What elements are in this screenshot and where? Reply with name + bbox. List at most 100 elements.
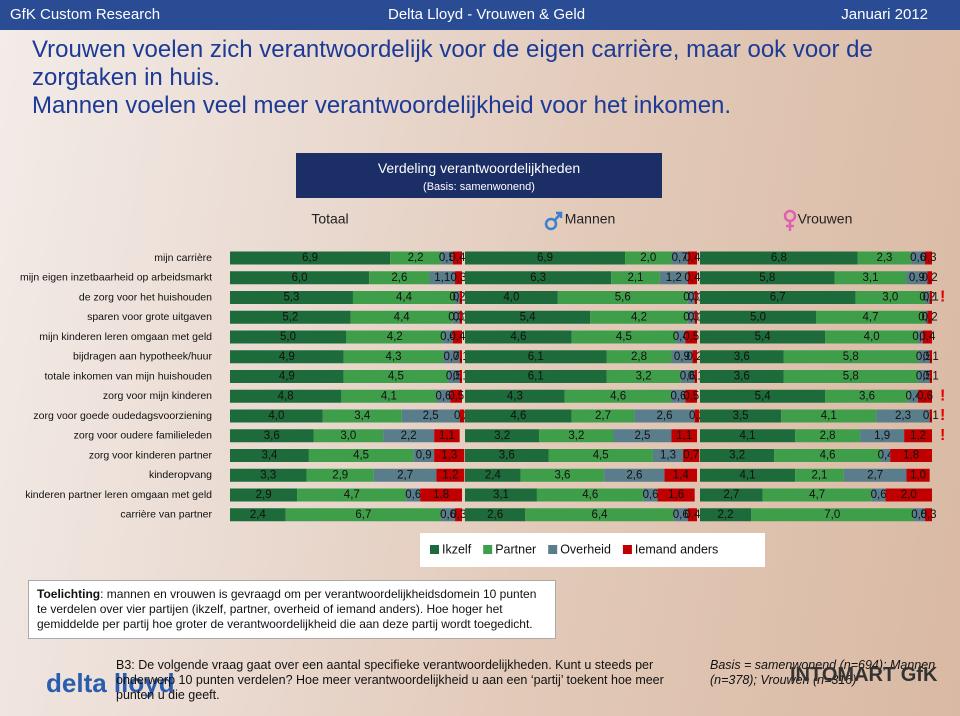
bar-segment [571, 409, 635, 423]
bar-segment [671, 389, 686, 403]
category-label: carrière van partner [120, 509, 212, 521]
value-label: 1,2 [666, 272, 682, 284]
bar-segment [230, 271, 370, 285]
value-label: 0,5 [911, 509, 927, 521]
bar-segment [230, 488, 298, 502]
value-label: 2,8 [631, 351, 647, 363]
bar-segment [925, 310, 928, 324]
bar-segment [908, 389, 919, 403]
value-label: 0,4 [440, 331, 457, 343]
legend-swatch [548, 545, 558, 554]
bar-segment [816, 310, 926, 324]
bar-segment [459, 310, 462, 324]
bar-segment [890, 449, 932, 462]
bar-segment [687, 291, 695, 304]
bar-segment [313, 429, 384, 443]
bar-segment [564, 389, 672, 403]
value-label: 0,5 [683, 390, 699, 402]
value-label: 1,2 [442, 469, 458, 481]
bar-segment [843, 468, 907, 482]
value-label: 1,8 [433, 489, 449, 501]
value-label: 4,7 [344, 489, 360, 501]
value-label: 2,8 [820, 430, 836, 442]
bar-segment [343, 350, 444, 364]
bar-segment [441, 251, 453, 265]
value-label: 1,9 [874, 430, 890, 442]
bar-segment [465, 350, 607, 364]
bar-segment [687, 251, 697, 265]
value-label: 0,6 [910, 252, 926, 264]
bar-segment [922, 330, 932, 344]
value-label: 5,0 [750, 311, 766, 323]
bar-segment [652, 449, 684, 462]
bar-segment [929, 350, 932, 364]
bar-segment [857, 251, 912, 265]
value-label: 0,3 [451, 272, 467, 284]
bar-segment [925, 291, 930, 304]
value-label: 5,4 [755, 331, 772, 343]
bar-segment [700, 449, 775, 462]
value-label: 2,2 [408, 252, 424, 264]
bar-segment [783, 350, 919, 364]
bar-segment [687, 310, 695, 324]
bar-segment [700, 468, 796, 482]
bar-segment [700, 271, 835, 285]
bar-segment [700, 291, 856, 304]
bar-segment [700, 508, 752, 522]
value-label: 5,0 [280, 331, 296, 343]
value-label: 1,6 [668, 489, 684, 501]
bar-segment [694, 409, 700, 423]
note-box: Toelichting: mannen en vrouwen is gevraa… [28, 580, 556, 639]
bar-segment [929, 409, 932, 423]
headline-line: Vrouwen voelen zich verantwoordelijk voo… [32, 36, 873, 91]
value-label: 3,5 [733, 410, 749, 422]
bar-segment [604, 468, 665, 482]
bar-segment [687, 508, 697, 522]
bar-segment [322, 409, 402, 423]
value-label: 4,8 [278, 390, 294, 402]
value-label: 2,7 [595, 410, 611, 422]
value-label: 4,0 [268, 410, 284, 422]
basis-text: Basis = samenwonend (n=694); Mannen (n=3… [710, 658, 936, 687]
category-label: zorg voor goede oudedagsvoorziening [33, 410, 212, 422]
bar-segment [673, 508, 688, 522]
bar-segment [465, 429, 540, 443]
value-label: 5,2 [282, 311, 298, 323]
value-label: 4,7 [863, 311, 879, 323]
bar-segment [825, 330, 919, 344]
bar-segment [341, 389, 437, 403]
value-label: 4,6 [610, 390, 626, 402]
bar-segment [230, 330, 346, 344]
value-label: 0,4 [684, 252, 701, 264]
bar-segment [751, 508, 914, 522]
bar-segment [230, 370, 344, 383]
bar-segment [520, 468, 605, 482]
value-label: 6,0 [292, 272, 308, 284]
bar-segment [700, 330, 826, 344]
bar-segment [927, 271, 932, 285]
bar-segment [700, 389, 826, 403]
value-label: 0,7 [672, 252, 688, 264]
bar-segment [918, 350, 930, 364]
value-label: 0,5 [439, 252, 455, 264]
value-label: 1,1 [676, 430, 692, 442]
bar-segment [352, 291, 456, 304]
value-label: 0,4 [673, 331, 690, 343]
legend-swatch [430, 545, 439, 554]
value-label: 4,1 [821, 410, 837, 422]
value-label: 2,6 [626, 469, 642, 481]
value-label: 6,9 [537, 252, 553, 264]
value-label: 0,1 [453, 371, 469, 383]
bar-segment [590, 310, 688, 324]
legend-swatch [483, 545, 493, 554]
category-label: zorg voor kinderen partner [89, 449, 213, 461]
value-label: 0,1 [453, 292, 469, 304]
value-label: 4,2 [387, 331, 403, 343]
alert-mark: ! [940, 387, 945, 404]
question-text: B3: De volgende vraag gaat over een aant… [116, 658, 664, 702]
bar-segment [455, 291, 460, 304]
bar-segment [297, 488, 407, 502]
bar-segment [413, 449, 435, 462]
bar-segment [904, 429, 932, 443]
bar-segment [406, 488, 421, 502]
